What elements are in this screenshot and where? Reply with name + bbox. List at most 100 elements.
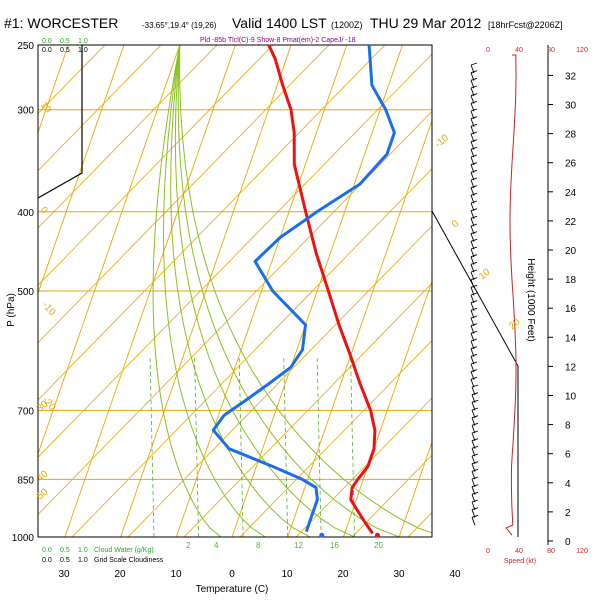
cloud-water-tick: 0.0 xyxy=(42,38,52,45)
grid-scale-tick: 1.0 xyxy=(78,47,88,54)
height-axis-label: Height (1000 Feet) xyxy=(525,258,536,341)
dry-adiabat xyxy=(0,5,312,537)
isotherm-label: 0 xyxy=(450,218,462,230)
cloud-water-label: Cloud Water (g/Kg) xyxy=(94,547,154,554)
speed-tick-label: 120 xyxy=(576,548,588,555)
height-tick-label: 28 xyxy=(565,130,577,141)
height-tick-label: 30 xyxy=(565,101,577,112)
height-tick-label: 8 xyxy=(565,421,571,432)
cloud-water-tick: 0.5 xyxy=(60,547,70,554)
height-tick-label: 14 xyxy=(565,333,577,344)
isotherm-label: 10 xyxy=(477,266,493,282)
speed-tick-label: 80 xyxy=(547,47,555,54)
speed-tick-label: 0 xyxy=(486,548,490,555)
dry-adiabat xyxy=(352,5,600,537)
grid-scale-tick: 1.0 xyxy=(78,557,88,564)
mixing-ratio-label: 12 xyxy=(294,541,303,550)
height-tick-label: 26 xyxy=(565,159,577,170)
dry-adiabat-label: 10 xyxy=(38,100,54,116)
grid-scale-tick: 0.5 xyxy=(60,557,70,564)
dry-adiabat xyxy=(0,5,480,537)
speed-tick-label: 0 xyxy=(486,47,490,54)
plot-area xyxy=(0,5,600,537)
isotherm xyxy=(0,45,13,537)
temperature-tick-label: 10 xyxy=(281,569,293,580)
pressure-tick-label: 500 xyxy=(17,287,34,298)
dry-adiabat xyxy=(16,5,536,537)
height-tick-label: 10 xyxy=(565,392,577,403)
isotherm-label: 40 xyxy=(35,468,51,484)
grid-scale-tick: 0.0 xyxy=(42,557,52,564)
surface-dewpoint-point xyxy=(319,533,324,538)
height-tick-label: 22 xyxy=(565,217,577,228)
pressure-tick-label: 250 xyxy=(17,41,34,52)
speed-tick-label: 80 xyxy=(547,548,555,555)
temperature-tick-label: 10 xyxy=(170,569,182,580)
height-tick-label: 2 xyxy=(565,508,571,519)
height-tick-label: 20 xyxy=(565,246,577,257)
cloud-water-tick: 1.0 xyxy=(78,38,88,45)
speed-tick-label: 40 xyxy=(515,47,523,54)
station-coords: -33.65°,19.4° (19,26) xyxy=(142,21,217,30)
wind-barb-flag xyxy=(471,63,477,65)
height-guide xyxy=(432,211,518,537)
temperature-tick-label: 30 xyxy=(393,569,405,580)
pressure-tick-label: 1000 xyxy=(12,533,35,544)
temperature-tick-label: 20 xyxy=(337,569,349,580)
mixing-ratio-label: 8 xyxy=(256,541,261,550)
speed-axis-label: Speed (kt) xyxy=(504,558,536,565)
temperature-tick-label: 0 xyxy=(229,569,235,580)
dewpoint-line xyxy=(213,45,394,532)
valid-time: Valid 1400 LST xyxy=(232,15,327,31)
dry-adiabat-label: -10 xyxy=(40,300,58,318)
surface-temperature-point xyxy=(375,533,380,538)
speed-tick-label: 120 xyxy=(576,47,588,54)
height-tick-label: 0 xyxy=(565,537,571,548)
dry-adiabat xyxy=(296,5,600,537)
isotherm-label: 50 xyxy=(35,486,51,502)
isotherm xyxy=(511,45,600,537)
wind-speed-line xyxy=(506,55,516,535)
height-tick-label: 24 xyxy=(565,188,577,199)
grid-scale-tick: 0.5 xyxy=(60,47,70,54)
height-tick-label: 16 xyxy=(565,304,577,315)
isotherm-label: -10 xyxy=(433,132,451,150)
dry-adiabat xyxy=(0,5,424,537)
grid-layer xyxy=(0,5,600,545)
grid-scale-label: Grid Scale Cloudiness xyxy=(94,557,164,564)
dry-adiabat xyxy=(0,5,200,537)
pressure-tick-label: 300 xyxy=(17,106,34,117)
dry-adiabat-label: 0 xyxy=(38,205,50,217)
valid-date: THU 29 Mar 2012 xyxy=(370,15,481,31)
forecast-info: [18hrFcst@2206Z] xyxy=(488,20,563,30)
isotherm-label: 20 xyxy=(507,316,523,332)
mixing-ratio-label: 20 xyxy=(374,541,383,550)
station-title: #1: WORCESTER xyxy=(4,15,118,31)
utc-time: (1200Z) xyxy=(331,20,363,30)
mixing-ratio-label: 16 xyxy=(330,541,339,550)
pressure-tick-label: 400 xyxy=(17,208,34,219)
height-tick-label: 32 xyxy=(565,71,577,82)
height-tick-label: 12 xyxy=(565,362,577,373)
temperature-tick-label: 30 xyxy=(58,569,70,580)
dry-adiabat xyxy=(408,5,600,537)
height-tick-label: 18 xyxy=(565,275,577,286)
cloud-water-tick: 0.5 xyxy=(60,38,70,45)
temperature-tick-label: 40 xyxy=(449,569,461,580)
dry-adiabat xyxy=(0,5,368,537)
height-tick-label: 6 xyxy=(565,450,571,461)
mixing-ratio-label: 2 xyxy=(186,541,191,550)
grid-scale-tick: 0.0 xyxy=(42,47,52,54)
mixing-ratio-label: 4 xyxy=(214,541,219,550)
cloud-water-tick: 0.0 xyxy=(42,547,52,554)
temperature-tick-label: 20 xyxy=(114,569,126,580)
y-axis-label: P (hPa) xyxy=(6,293,17,327)
stability-indices: Pld -85b Tlcl(C)-9 Show-8 Pmat(em)-2 Cap… xyxy=(200,37,356,44)
dry-adiabat xyxy=(240,5,600,537)
speed-tick-label: 40 xyxy=(515,548,523,555)
height-tick-label: 4 xyxy=(565,479,571,490)
pressure-tick-label: 850 xyxy=(17,475,34,486)
cloud-water-tick: 1.0 xyxy=(78,547,88,554)
